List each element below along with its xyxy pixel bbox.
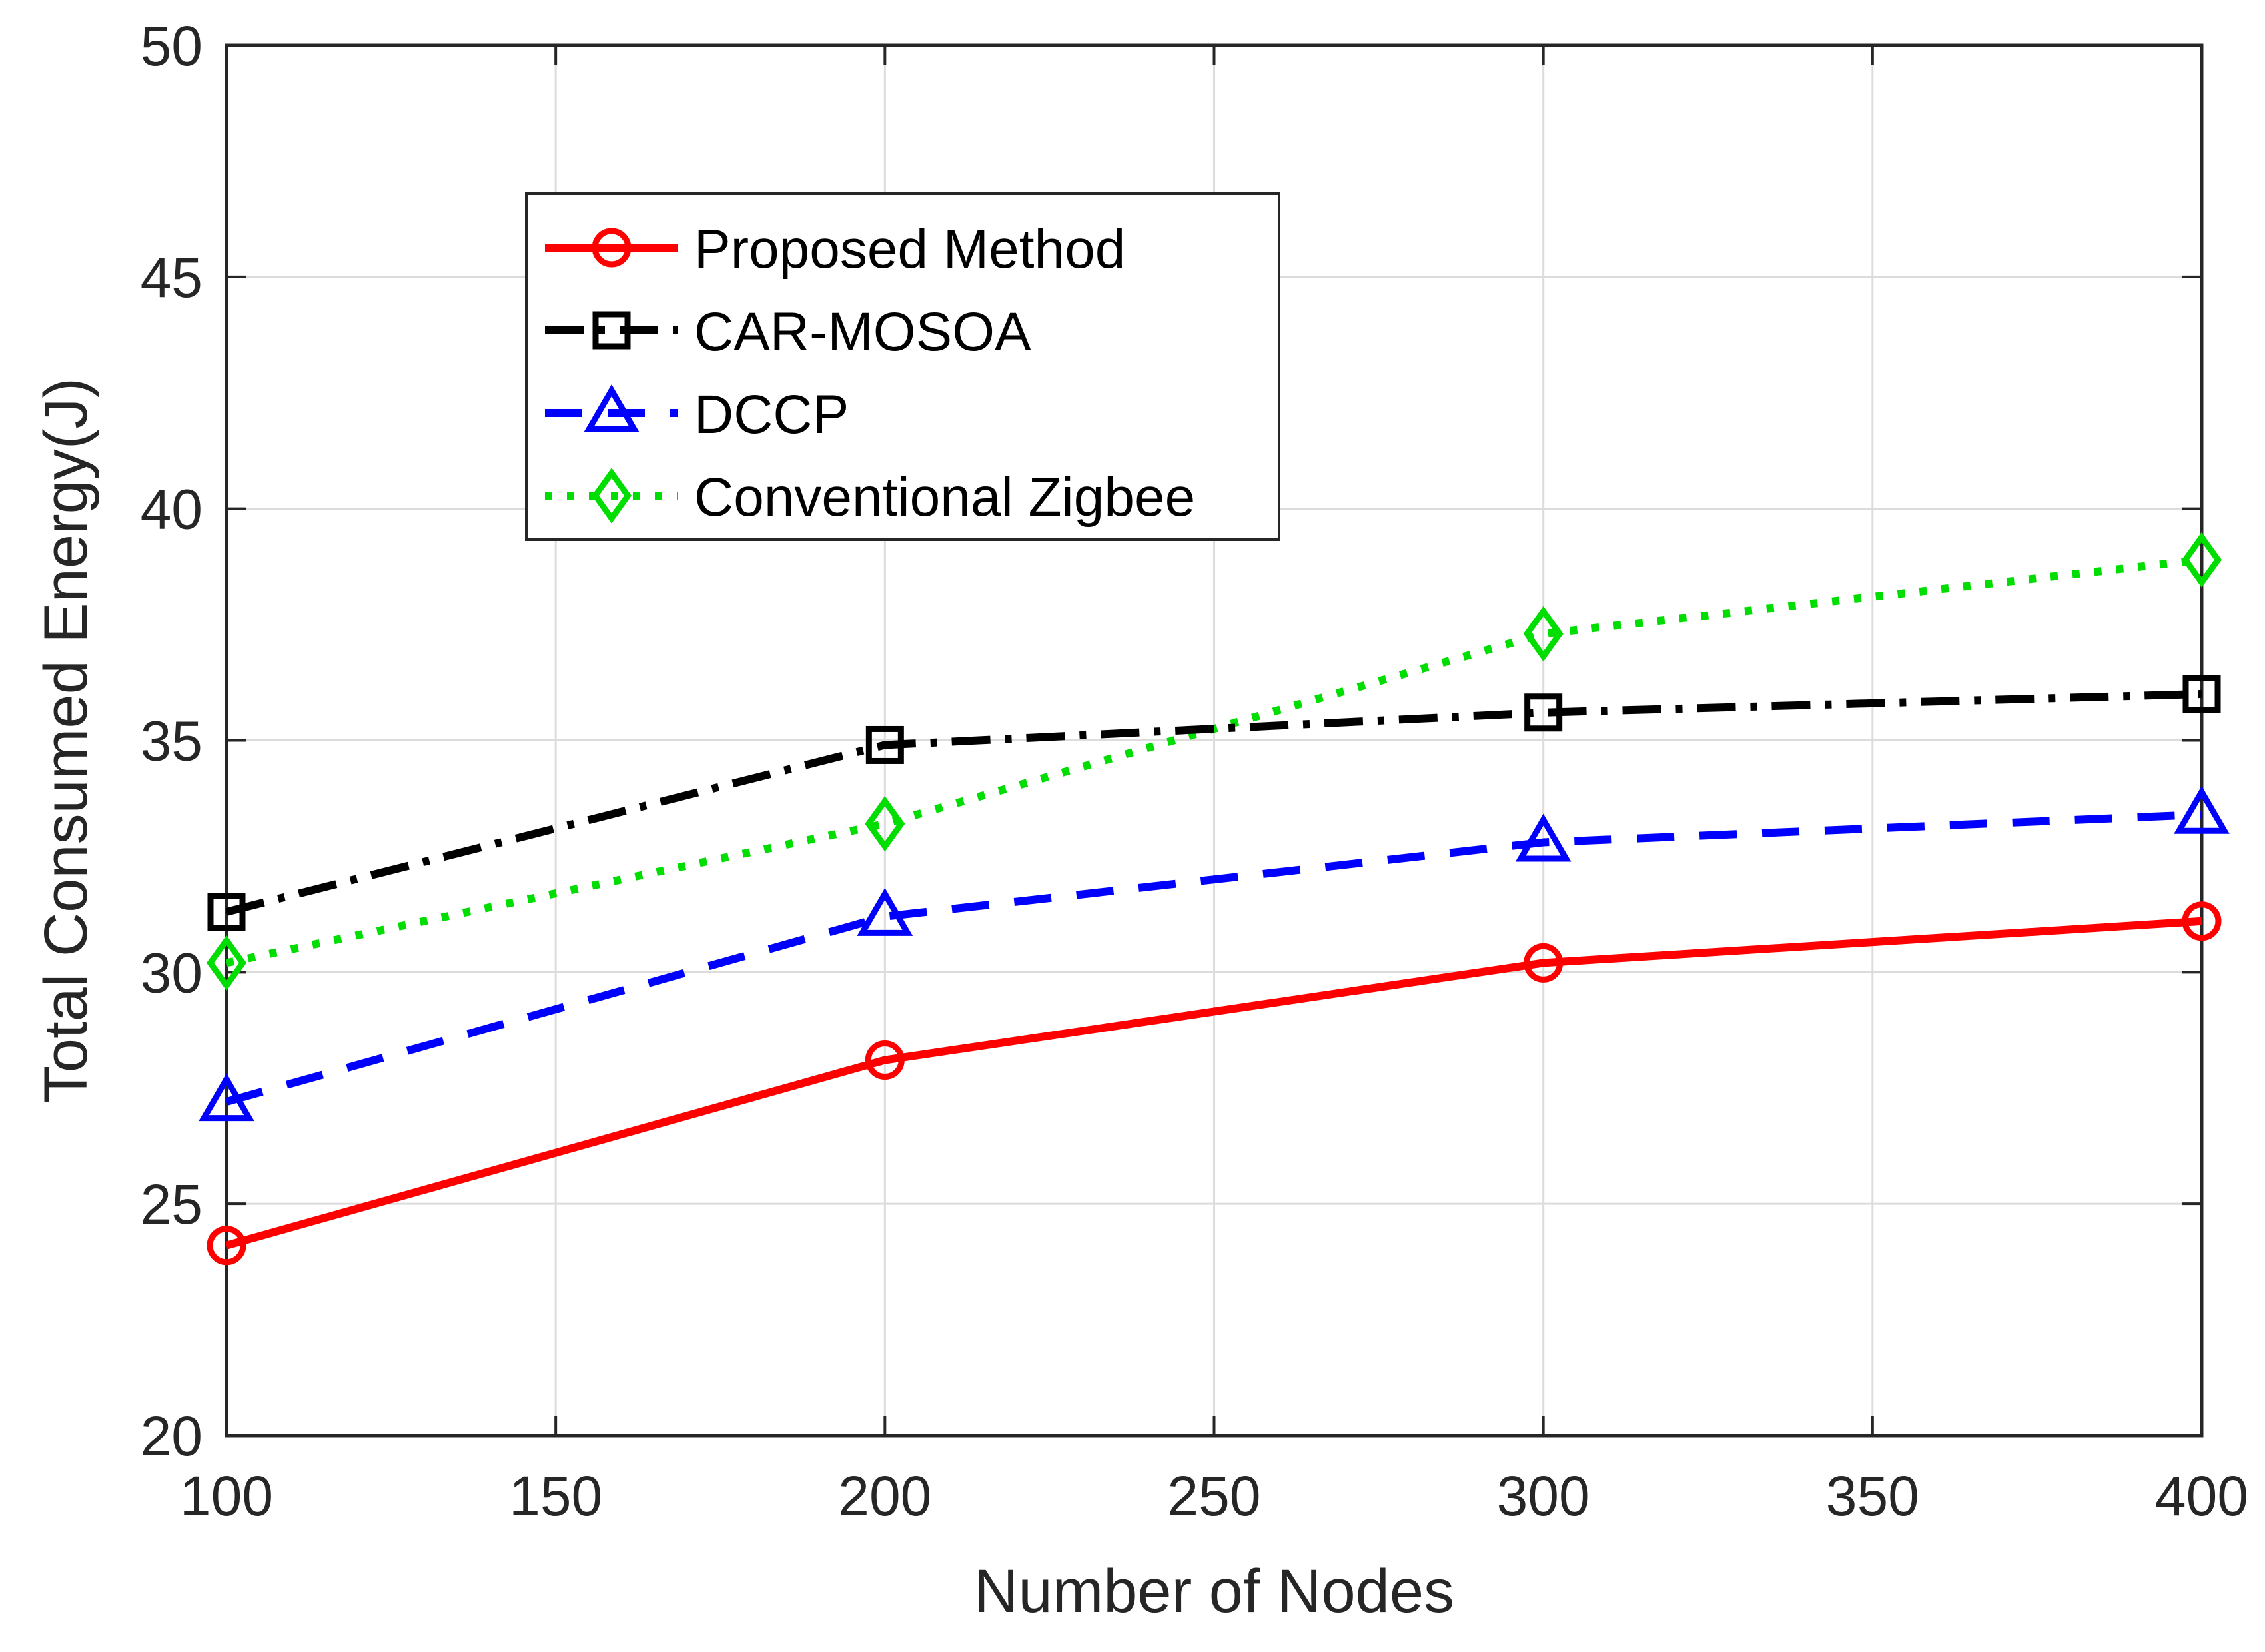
legend-label: Proposed Method [694, 219, 1125, 280]
axis-ticks: 100 150 200 250 300 350 400 20 25 30 35 40 45 50 [141, 15, 2249, 1527]
y-tick-label: 30 [141, 941, 203, 1004]
x-tick-label: 100 [180, 1465, 273, 1527]
diamond-marker [1523, 606, 1564, 662]
x-tick-label: 150 [509, 1465, 602, 1527]
series-line [225, 689, 2202, 916]
diamond-marker [865, 796, 905, 852]
triangle-marker [584, 384, 640, 432]
legend-label: DCCP [694, 384, 849, 445]
triangle-marker [2174, 785, 2230, 834]
x-tick-label: 250 [1167, 1465, 1260, 1527]
square-marker [1524, 693, 1563, 732]
triangle-marker [857, 887, 913, 936]
y-axis-title: Total Consumed Energy(J) [32, 378, 100, 1103]
square-marker [2182, 675, 2221, 713]
legend: Proposed Method CAR-MOSOA DCCP Conventional… [525, 192, 1280, 541]
x-tick-label: 400 [2155, 1465, 2248, 1527]
y-tick-label: 35 [141, 710, 203, 773]
series-car-mosoa [207, 675, 2221, 931]
x-tick-label: 350 [1826, 1465, 1919, 1527]
square-marker [592, 311, 631, 350]
series-proposed-method [207, 901, 2222, 1266]
diamond-marker [206, 935, 247, 991]
circle-marker [592, 228, 632, 268]
series-dccp [199, 785, 2230, 1122]
x-tick-label: 200 [838, 1465, 931, 1527]
triangle-marker [1515, 813, 1572, 862]
legend-label: CAR-MOSOA [694, 302, 1031, 362]
series-group [199, 532, 2230, 1266]
diamond-marker [2181, 532, 2222, 588]
y-tick-label: 45 [141, 246, 203, 309]
circle-marker [2182, 901, 2222, 941]
y-tick-label: 25 [141, 1173, 203, 1236]
square-marker [207, 893, 246, 931]
diamond-marker [591, 468, 632, 524]
x-tick-label: 300 [1497, 1465, 1590, 1527]
y-tick-label: 50 [141, 15, 203, 77]
series-line [225, 810, 2202, 1106]
series-line [225, 556, 2202, 967]
y-tick-label: 20 [141, 1405, 203, 1467]
triangle-marker [199, 1073, 254, 1122]
circle-marker [1524, 943, 1564, 983]
y-tick-label: 40 [141, 478, 203, 541]
square-marker [865, 725, 904, 764]
circle-marker [865, 1040, 905, 1080]
series-conventional-zigbee [206, 532, 2222, 991]
x-axis-title: Number of Nodes [974, 1557, 1454, 1625]
series-line [225, 917, 2202, 1250]
circle-marker [207, 1226, 246, 1266]
legend-label: Conventional Zigbee [694, 467, 1195, 528]
